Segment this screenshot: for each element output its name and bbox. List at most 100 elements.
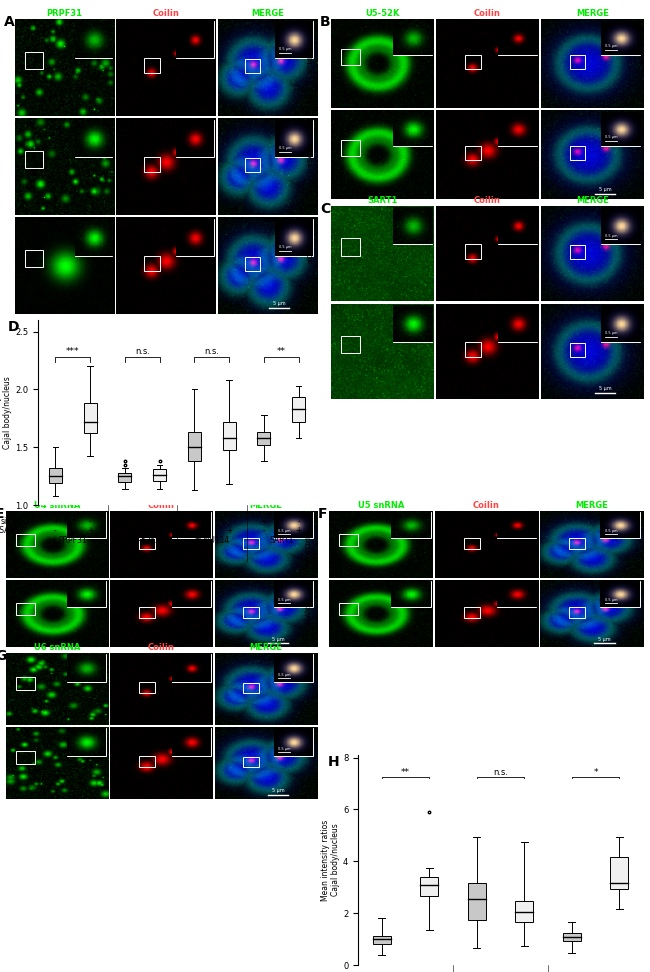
Bar: [75, 120, 112, 156]
Text: +: +: [52, 517, 58, 526]
Bar: [276, 120, 313, 156]
Text: n.s.: n.s.: [493, 768, 508, 777]
Bar: [153, 469, 166, 481]
Bar: [498, 208, 537, 244]
Bar: [563, 933, 581, 941]
Text: -: -: [89, 517, 92, 526]
Title: MERGE: MERGE: [250, 643, 282, 652]
Text: 0.5 μm: 0.5 μm: [604, 45, 617, 49]
Bar: [68, 581, 107, 607]
Text: 5 μm: 5 μm: [598, 637, 611, 642]
Bar: [172, 512, 211, 538]
Bar: [243, 538, 259, 548]
Bar: [421, 878, 438, 896]
Bar: [391, 512, 430, 538]
Bar: [246, 157, 261, 172]
Text: siSANS: siSANS: [0, 526, 21, 535]
Bar: [465, 146, 481, 159]
Text: 5 μm: 5 μm: [599, 386, 611, 392]
Bar: [172, 728, 211, 756]
Bar: [68, 728, 107, 756]
Text: E: E: [0, 507, 5, 521]
Text: siSANS: siSANS: [307, 339, 313, 364]
Bar: [341, 238, 360, 256]
Bar: [601, 305, 640, 342]
Text: G: G: [0, 649, 6, 663]
Text: SART1: SART1: [269, 537, 293, 545]
Bar: [393, 112, 432, 146]
Title: Coilin: Coilin: [148, 502, 175, 510]
Bar: [16, 603, 34, 615]
Bar: [463, 607, 480, 617]
Bar: [372, 936, 391, 944]
Bar: [498, 112, 537, 146]
Text: U5-52K: U5-52K: [129, 537, 156, 545]
Bar: [16, 677, 34, 690]
Title: MERGE: MERGE: [576, 196, 609, 205]
Bar: [274, 728, 313, 756]
Bar: [498, 20, 537, 54]
Bar: [393, 20, 432, 54]
Text: F: F: [318, 507, 328, 521]
Text: n.s.: n.s.: [135, 347, 150, 356]
Bar: [515, 901, 533, 922]
Bar: [393, 305, 432, 342]
Bar: [274, 581, 313, 607]
Bar: [139, 607, 155, 617]
Bar: [246, 257, 261, 271]
Bar: [144, 57, 160, 73]
Text: 0.5 μm: 0.5 μm: [604, 529, 617, 533]
Text: +: +: [87, 526, 94, 535]
Bar: [276, 219, 313, 256]
Bar: [243, 682, 259, 693]
Text: 0.5 μm: 0.5 μm: [278, 746, 291, 750]
Title: Coilin: Coilin: [153, 9, 179, 18]
Bar: [601, 208, 640, 244]
Text: 0.5 μm: 0.5 μm: [278, 673, 291, 677]
Bar: [68, 512, 107, 538]
Title: U5 snRNA: U5 snRNA: [358, 502, 404, 510]
Text: +: +: [191, 517, 198, 526]
Text: +: +: [157, 526, 162, 535]
Text: 0.5 μm: 0.5 μm: [604, 331, 617, 335]
Text: +: +: [296, 526, 302, 535]
Bar: [341, 140, 360, 156]
Text: B: B: [320, 15, 331, 29]
Text: 0.5 μm: 0.5 μm: [279, 245, 291, 249]
Bar: [75, 219, 112, 256]
Text: 0.5 μm: 0.5 μm: [604, 233, 617, 237]
Bar: [569, 608, 585, 617]
Bar: [601, 581, 640, 607]
Text: -: -: [193, 526, 196, 535]
Bar: [341, 50, 360, 65]
Bar: [610, 857, 629, 888]
Bar: [601, 20, 640, 54]
Bar: [570, 147, 585, 159]
Bar: [176, 120, 214, 156]
Text: siCtrl: siCtrl: [306, 536, 311, 553]
Bar: [257, 433, 270, 445]
Text: 5 μm: 5 μm: [272, 637, 285, 642]
Bar: [468, 884, 486, 920]
Bar: [497, 581, 536, 607]
Bar: [144, 156, 160, 172]
Bar: [172, 654, 211, 681]
Bar: [139, 538, 155, 548]
Bar: [465, 244, 481, 260]
Text: -: -: [124, 526, 126, 535]
Bar: [393, 208, 432, 244]
Text: 0.5 μm: 0.5 μm: [279, 146, 291, 150]
Bar: [463, 538, 480, 548]
Y-axis label: Mean intensity ratios
Cajal body/nucleus: Mean intensity ratios Cajal body/nucleus: [0, 372, 12, 453]
Bar: [601, 512, 640, 538]
Text: H: H: [328, 755, 339, 769]
Text: siCtrl: siCtrl: [307, 54, 313, 73]
Bar: [172, 581, 211, 607]
Bar: [68, 654, 107, 681]
Text: D: D: [8, 320, 20, 334]
Title: PRPF31: PRPF31: [47, 9, 83, 18]
Title: U4 snRNA: U4 snRNA: [34, 502, 81, 510]
Text: 5 μm: 5 μm: [599, 187, 611, 191]
Text: hSNU114: hSNU114: [194, 537, 229, 545]
Bar: [243, 756, 259, 767]
